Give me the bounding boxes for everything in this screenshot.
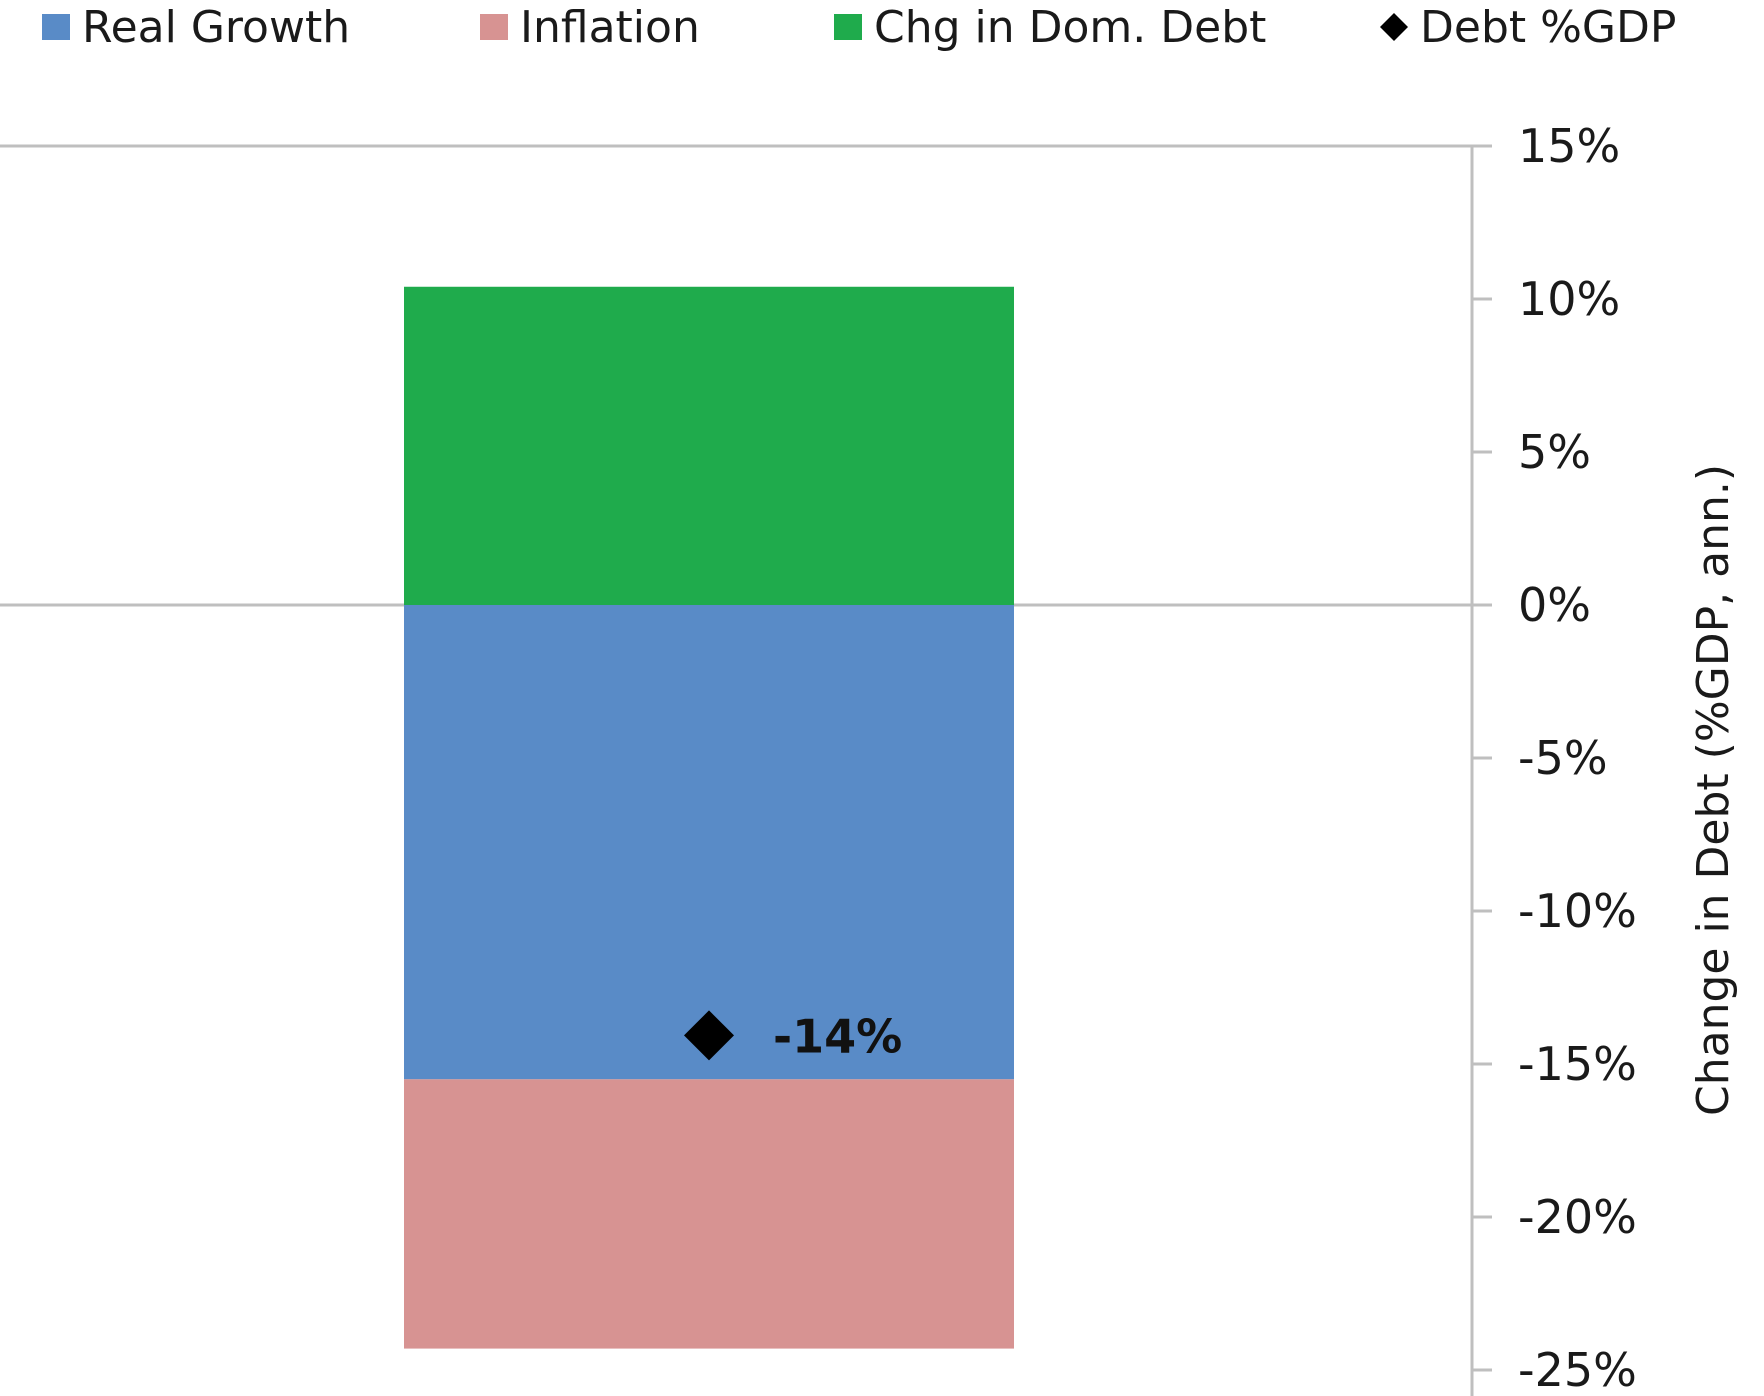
legend-label-inflation: Inflation [520, 2, 700, 53]
y-tick-label: -25% [1518, 1343, 1637, 1396]
bar-chg-in-dom-debt [404, 286, 1014, 605]
markers: -14% [684, 1009, 902, 1063]
legend-swatch-debt-gdp [1380, 13, 1408, 41]
y-tick-label: -15% [1518, 1037, 1637, 1091]
legend-label-chg-in-dom-debt: Chg in Dom. Debt [874, 2, 1266, 53]
y-tick-label: -20% [1518, 1190, 1637, 1244]
y-tick-label: 10% [1518, 272, 1620, 326]
y-tick-label: 0% [1518, 578, 1591, 632]
legend-label-debt-gdp: Debt %GDP [1420, 2, 1676, 53]
legend: Real Growth Inflation Chg in Dom. Debt Debt… [42, 2, 1676, 53]
y-tick-label: -10% [1518, 884, 1637, 938]
legend-swatch-real-growth [42, 14, 70, 40]
y-axis-title: Change in Debt (%GDP, ann.) [1688, 464, 1739, 1116]
marker-debt-gdp [684, 1010, 734, 1061]
bars [404, 286, 1014, 1349]
y-axis: 15% 10% 5% 0% -5% -10% -15% -20% -25% [1470, 119, 1637, 1396]
bar-real-growth [404, 605, 1014, 1080]
y-tick-label: -5% [1518, 731, 1608, 785]
marker-data-label: -14% [773, 1009, 902, 1063]
y-tick-label: 15% [1518, 119, 1620, 173]
y-tick-label: 5% [1518, 425, 1591, 479]
legend-label-real-growth: Real Growth [82, 2, 350, 53]
bar-inflation [404, 1079, 1014, 1349]
legend-swatch-chg-in-dom-debt [834, 14, 862, 40]
legend-swatch-inflation [480, 14, 508, 40]
